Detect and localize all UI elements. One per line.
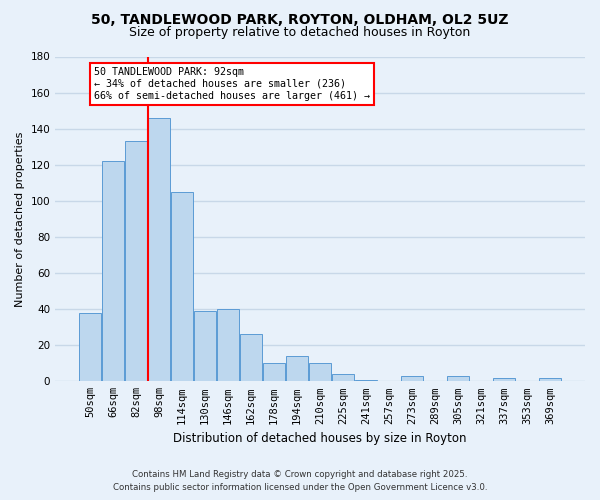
Bar: [148, 118, 170, 382]
Bar: [332, 374, 354, 382]
Bar: [493, 378, 515, 382]
Bar: [171, 192, 193, 382]
Text: 50, TANDLEWOOD PARK, ROYTON, OLDHAM, OL2 5UZ: 50, TANDLEWOOD PARK, ROYTON, OLDHAM, OL2…: [91, 12, 509, 26]
Bar: [286, 356, 308, 382]
Bar: [217, 309, 239, 382]
Bar: [240, 334, 262, 382]
Bar: [263, 364, 285, 382]
X-axis label: Distribution of detached houses by size in Royton: Distribution of detached houses by size …: [173, 432, 467, 445]
Text: Contains HM Land Registry data © Crown copyright and database right 2025.
Contai: Contains HM Land Registry data © Crown c…: [113, 470, 487, 492]
Bar: [309, 364, 331, 382]
Bar: [447, 376, 469, 382]
Text: Size of property relative to detached houses in Royton: Size of property relative to detached ho…: [130, 26, 470, 39]
Bar: [401, 376, 423, 382]
Bar: [79, 312, 101, 382]
Bar: [194, 311, 216, 382]
Y-axis label: Number of detached properties: Number of detached properties: [15, 131, 25, 306]
Bar: [539, 378, 561, 382]
Bar: [355, 380, 377, 382]
Text: 50 TANDLEWOOD PARK: 92sqm
← 34% of detached houses are smaller (236)
66% of semi: 50 TANDLEWOOD PARK: 92sqm ← 34% of detac…: [94, 68, 370, 100]
Bar: [125, 142, 147, 382]
Bar: [102, 161, 124, 382]
